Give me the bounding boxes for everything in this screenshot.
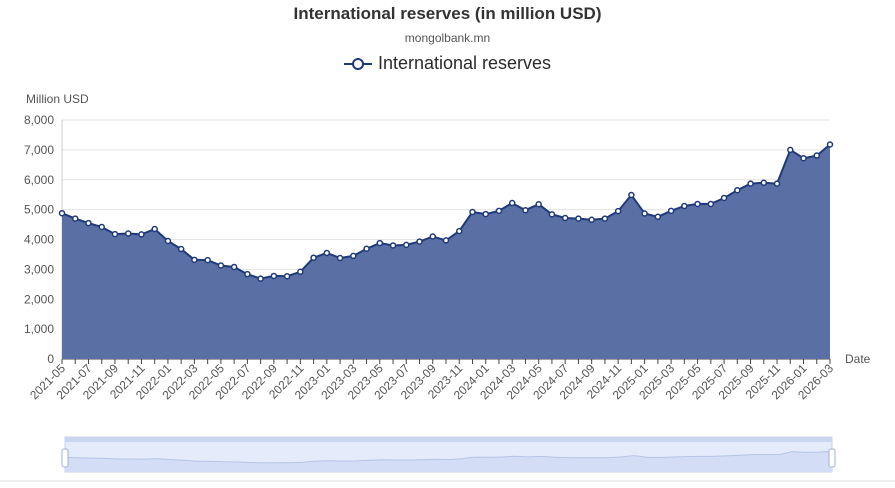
y-tick-label: 4,000 [24,233,54,247]
data-point[interactable] [164,237,172,245]
data-point[interactable] [773,180,781,187]
data-point[interactable] [588,216,595,224]
data-point[interactable] [124,230,132,237]
data-point[interactable] [389,242,397,249]
zoom-top-bar[interactable] [65,437,832,442]
data-point[interactable] [614,207,622,215]
data-point[interactable] [681,202,688,210]
data-point[interactable] [455,227,463,235]
chart-subtitle: mongolbank.mn [404,31,491,45]
data-point[interactable] [58,209,66,217]
data-point[interactable] [548,211,556,218]
y-tick-label: 5,000 [24,203,54,217]
data-point[interactable] [230,263,238,271]
data-point[interactable] [522,206,529,214]
y-tick-label: 1,000 [24,322,54,336]
data-point[interactable] [482,210,489,218]
data-point[interactable] [151,225,158,233]
data-point[interactable] [694,200,701,208]
data-point[interactable] [535,200,542,208]
series-points[interactable] [58,141,834,282]
data-point[interactable] [270,272,278,280]
y-tick-label: 0 [47,352,54,366]
data-zoom-slider[interactable] [0,436,895,482]
data-point[interactable] [416,238,423,245]
data-point[interactable] [628,191,635,199]
data-point[interactable] [98,223,105,231]
data-point[interactable] [508,199,516,207]
data-point[interactable] [787,146,794,154]
data-point[interactable] [336,254,344,262]
y-tick-label: 6,000 [24,173,54,187]
y-tick-label: 3,000 [24,262,54,276]
data-point[interactable] [310,254,317,261]
data-point[interactable] [561,214,569,222]
y-axis: 0 1,000 2,000 3,000 4,000 5,000 6,000 7,000 8,00… [24,113,63,366]
x-axis-label: Date [845,352,871,366]
data-point[interactable] [707,200,715,208]
data-point[interactable] [747,180,754,187]
data-point[interactable] [350,252,357,260]
data-point[interactable] [297,268,304,276]
data-point[interactable] [800,154,807,162]
data-point[interactable] [720,194,728,202]
data-point[interactable] [575,215,582,222]
zoom-preview-line [64,450,833,464]
data-point[interactable] [283,272,291,280]
data-point[interactable] [138,231,145,238]
data-point[interactable] [363,245,370,253]
legend[interactable]: International reserves [0,53,895,74]
y-axis-label: Million USD [26,92,89,106]
data-point[interactable] [442,237,450,244]
data-point[interactable] [323,249,331,257]
legend-line-circle-icon [343,57,372,70]
chart-title: International reserves (in million USD) [293,4,602,23]
zoom-handle[interactable] [61,448,69,468]
y-tick-label: 8,000 [24,113,54,127]
y-tick-label: 2,000 [24,292,54,306]
data-point[interactable] [495,207,503,215]
data-point[interactable] [760,179,768,186]
data-point[interactable] [177,245,185,253]
legend-label: International reserves [377,53,552,73]
data-point[interactable] [217,262,225,269]
data-point[interactable] [257,275,264,282]
data-point[interactable] [429,233,437,240]
zoom-handle[interactable] [828,448,836,468]
data-point[interactable] [813,152,821,159]
data-point[interactable] [204,256,211,264]
data-point[interactable] [654,213,662,221]
y-tick-label: 7,000 [24,143,54,157]
data-point[interactable] [601,215,609,222]
data-point[interactable] [85,219,92,227]
data-point[interactable] [244,270,251,278]
data-point[interactable] [641,210,648,217]
data-point[interactable] [191,256,198,264]
data-point[interactable] [376,239,384,247]
x-axis: 2021-052021-072021-092021-112022-012022-… [27,359,836,402]
data-point[interactable] [469,208,476,216]
data-point[interactable] [71,215,79,222]
data-point[interactable] [734,186,741,194]
data-point[interactable] [403,241,410,249]
data-point[interactable] [111,230,119,238]
data-point[interactable] [667,207,675,215]
data-point[interactable] [826,141,834,148]
area-fill [62,144,830,359]
